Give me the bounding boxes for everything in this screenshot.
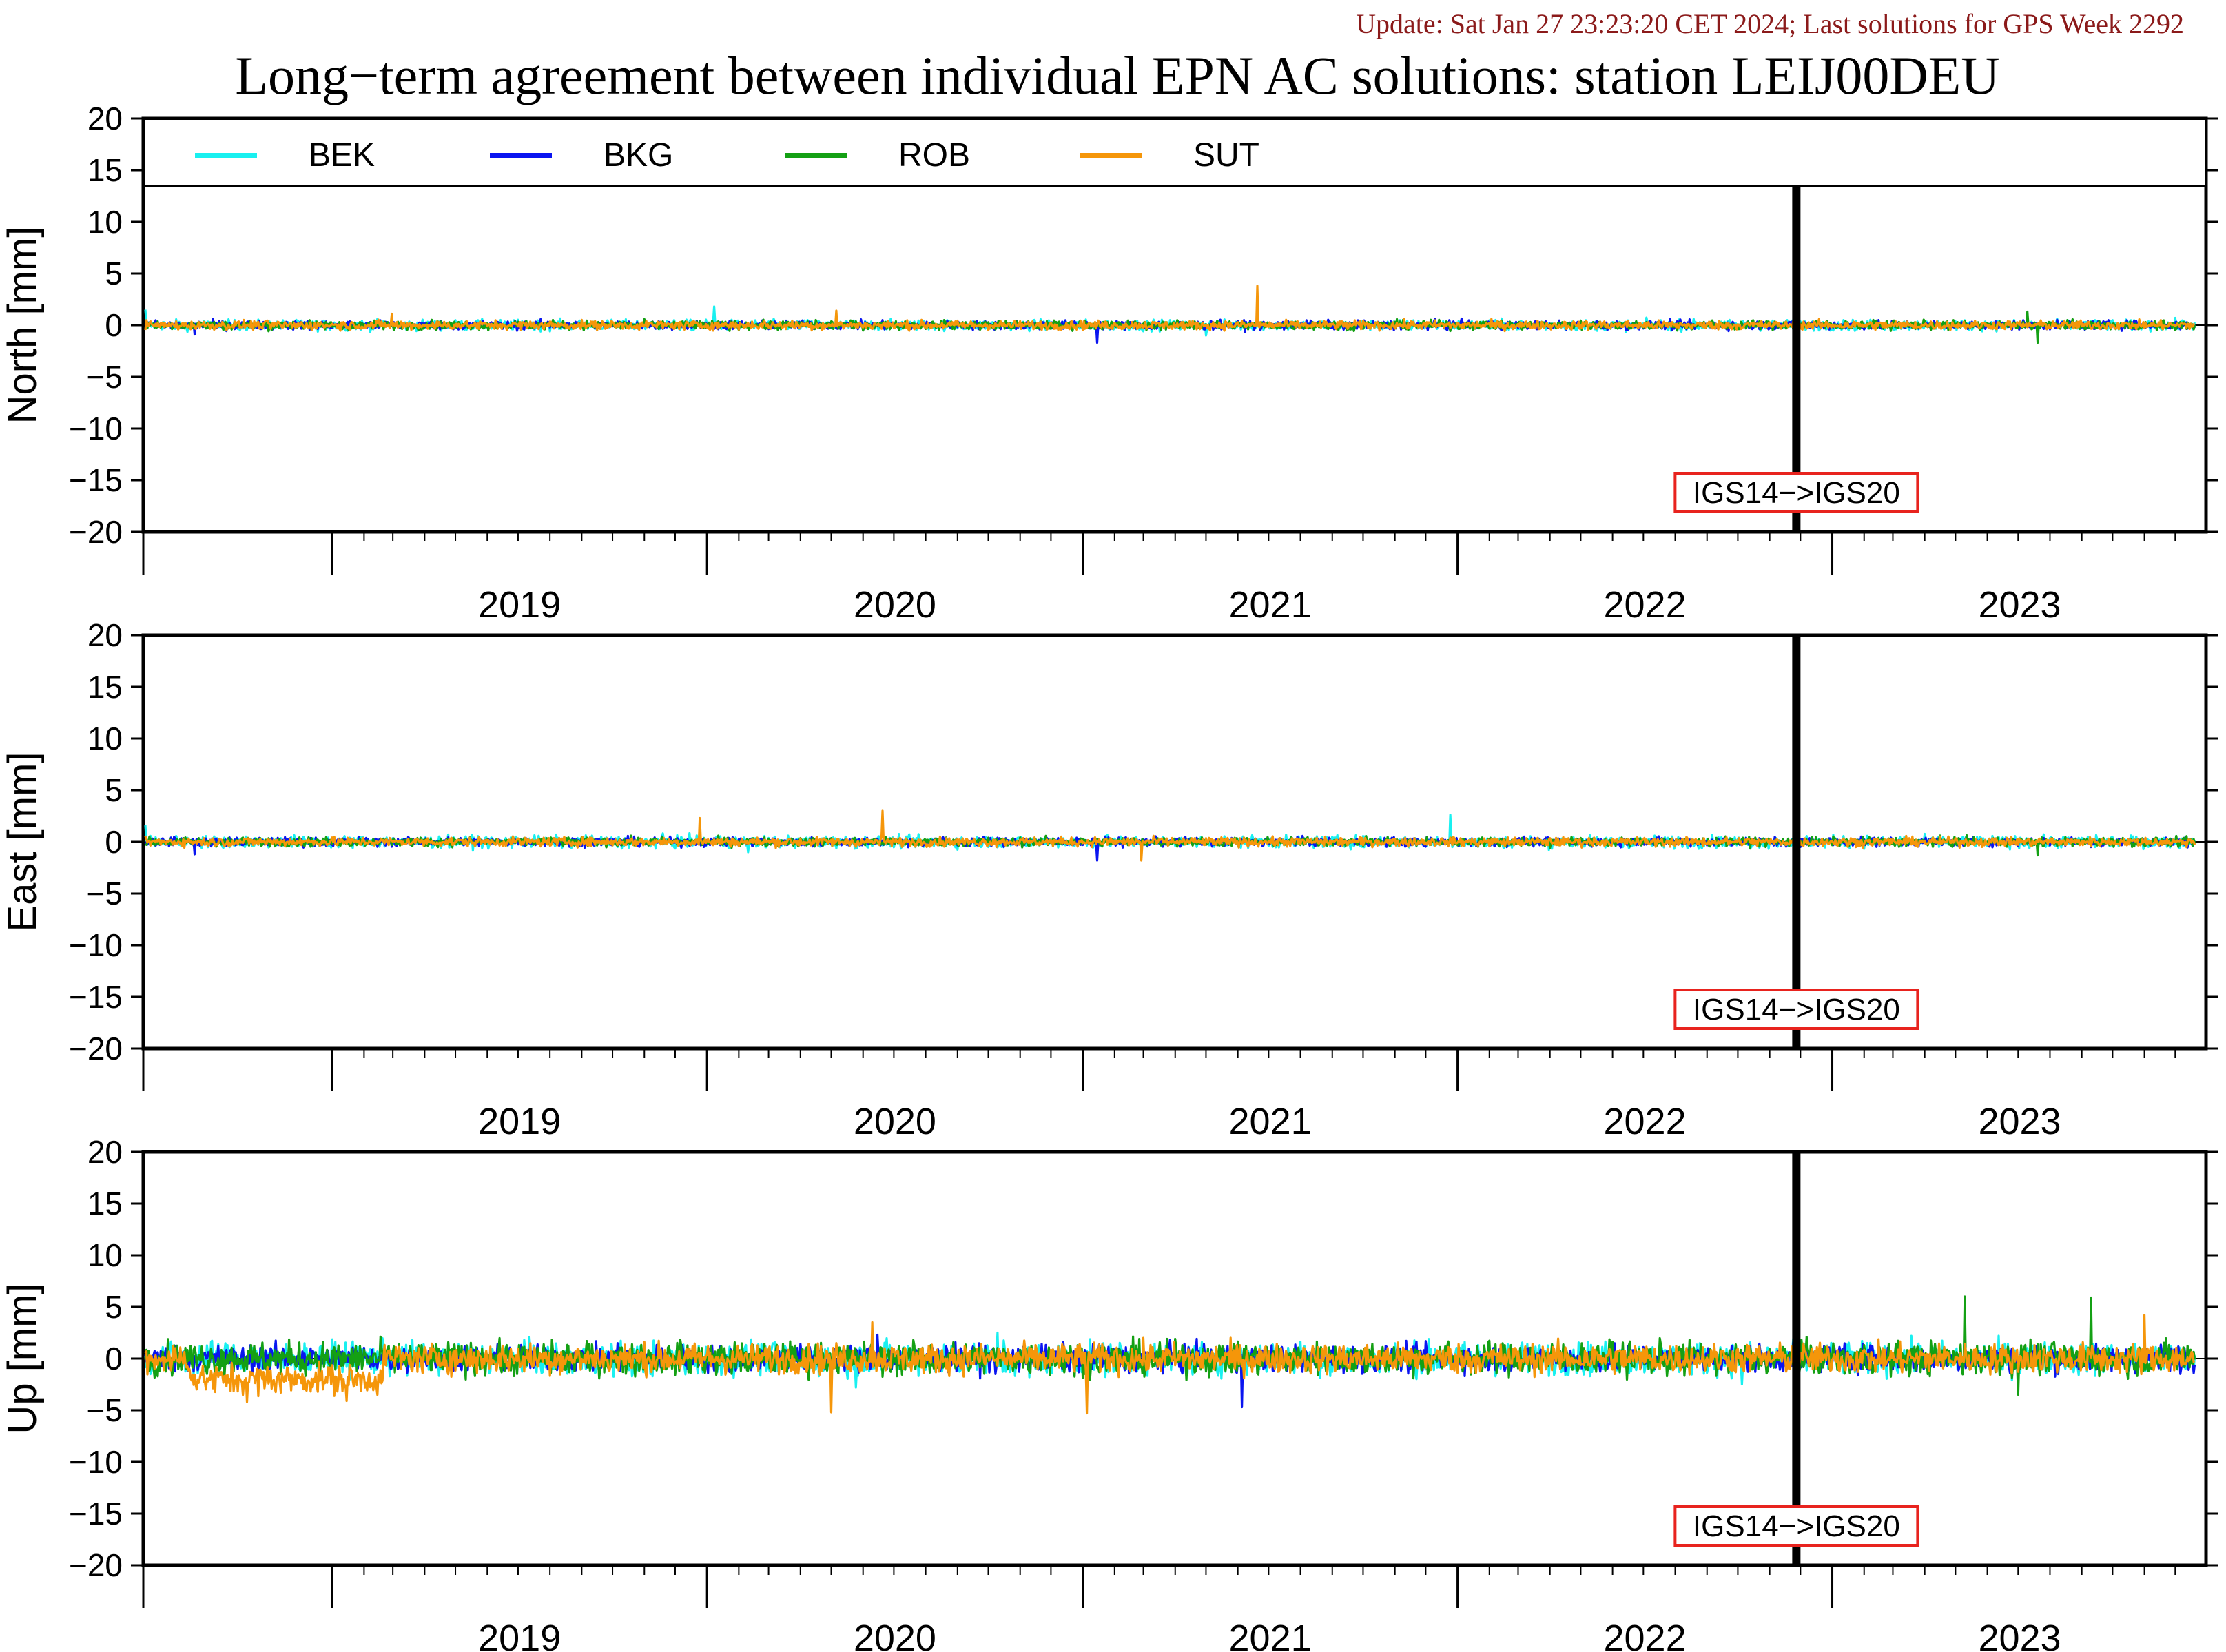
legend-label: BEK bbox=[309, 137, 375, 174]
frame-change-label: IGS14−>IGS20 bbox=[1693, 476, 1900, 510]
y-tick-label: 15 bbox=[87, 1186, 123, 1221]
legend-label: ROB bbox=[898, 137, 970, 174]
y-tick-label: −5 bbox=[87, 1392, 123, 1428]
legend-label: SUT bbox=[1193, 137, 1259, 174]
y-tick-label: 0 bbox=[105, 1341, 123, 1376]
y-tick-label: 20 bbox=[87, 101, 123, 136]
y-tick-label: 5 bbox=[105, 1289, 123, 1325]
frame-change-box bbox=[1673, 472, 1919, 513]
y-tick-label: −10 bbox=[69, 1444, 123, 1480]
y-axis-label: North [mm] bbox=[0, 227, 45, 424]
y-tick-label: 20 bbox=[87, 1134, 123, 1170]
y-tick-label: −15 bbox=[69, 1496, 123, 1531]
frame-change-label: IGS14−>IGS20 bbox=[1693, 1509, 1900, 1543]
x-tick-label: 2022 bbox=[1603, 584, 1686, 626]
y-tick-label: 0 bbox=[105, 824, 123, 860]
x-tick-label: 2021 bbox=[1229, 584, 1312, 626]
y-tick-label: 10 bbox=[87, 204, 123, 240]
update-text: Update: Sat Jan 27 23:23:20 CET 2024; La… bbox=[1356, 8, 2184, 39]
y-tick-label: 10 bbox=[87, 721, 123, 756]
y-tick-label: −15 bbox=[69, 462, 123, 498]
series-line-sut bbox=[144, 1314, 2195, 1415]
y-tick-label: 5 bbox=[105, 772, 123, 808]
y-tick-label: 15 bbox=[87, 669, 123, 705]
x-tick-label: 2019 bbox=[478, 584, 561, 626]
y-tick-label: −20 bbox=[69, 514, 123, 550]
y-tick-label: −5 bbox=[87, 359, 123, 395]
y-tick-label: 5 bbox=[105, 256, 123, 291]
x-tick-label: 2021 bbox=[1229, 1101, 1312, 1142]
x-tick-label: 2022 bbox=[1603, 1618, 1686, 1652]
y-tick-label: −10 bbox=[69, 411, 123, 446]
y-axis-label: East [mm] bbox=[0, 752, 45, 931]
y-tick-label: 0 bbox=[105, 307, 123, 343]
y-axis-label: Up [mm] bbox=[0, 1283, 45, 1434]
y-tick-label: 10 bbox=[87, 1237, 123, 1273]
y-tick-label: 15 bbox=[87, 152, 123, 188]
legend-box bbox=[142, 117, 2207, 187]
x-tick-label: 2019 bbox=[478, 1618, 561, 1652]
y-tick-label: −10 bbox=[69, 927, 123, 963]
x-tick-label: 2021 bbox=[1229, 1618, 1312, 1652]
frame-change-box bbox=[1673, 989, 1919, 1030]
x-tick-label: 2019 bbox=[478, 1101, 561, 1142]
x-tick-label: 2020 bbox=[854, 584, 936, 626]
frame-change-box bbox=[1673, 1505, 1919, 1547]
chart-title: Long−term agreement between individual E… bbox=[235, 45, 1999, 105]
y-tick-label: −15 bbox=[69, 979, 123, 1015]
series-line-sut bbox=[144, 285, 2195, 333]
x-tick-label: 2020 bbox=[854, 1101, 936, 1142]
frame-change-label: IGS14−>IGS20 bbox=[1693, 993, 1900, 1026]
legend-label: BKG bbox=[604, 137, 673, 174]
x-tick-label: 2023 bbox=[1978, 584, 2061, 626]
series-line-sut bbox=[144, 809, 2196, 862]
y-tick-label: −20 bbox=[69, 1547, 123, 1583]
x-tick-label: 2023 bbox=[1978, 1618, 2061, 1652]
x-tick-label: 2022 bbox=[1603, 1101, 1686, 1142]
x-tick-label: 2023 bbox=[1978, 1101, 2061, 1142]
y-tick-label: 20 bbox=[87, 617, 123, 653]
x-tick-label: 2020 bbox=[854, 1618, 936, 1652]
y-tick-label: −5 bbox=[87, 876, 123, 911]
y-tick-label: −20 bbox=[69, 1031, 123, 1066]
